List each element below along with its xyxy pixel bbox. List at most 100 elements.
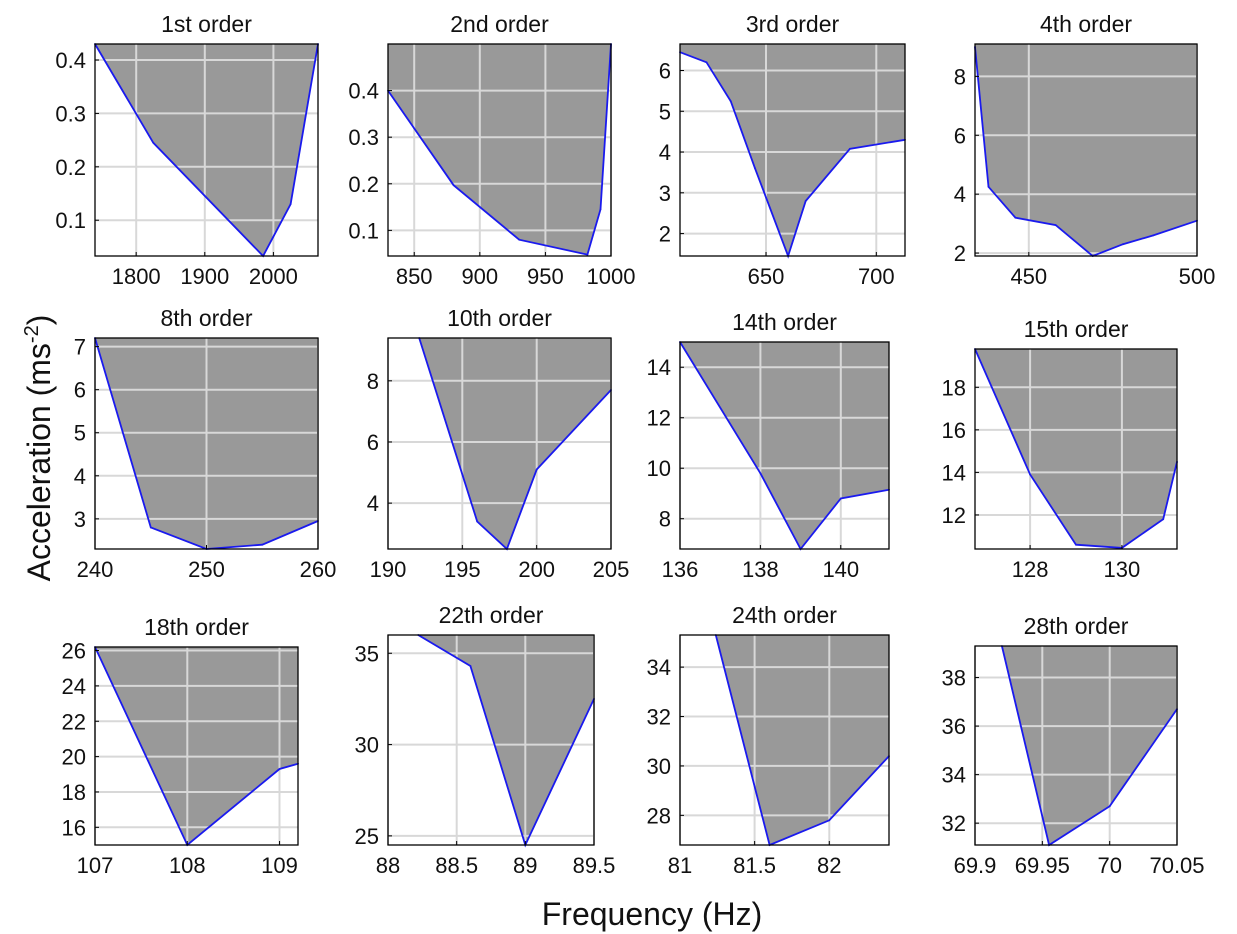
unstable-region-area — [418, 635, 594, 845]
y-tick-label: 2 — [954, 241, 966, 266]
boundary-line — [1001, 645, 1178, 847]
panel-3: 650 700 2 3 4 5 6 3rd order — [659, 11, 906, 289]
panel-9: 107 108 109 16 18 20 22 24 26 18th order — [62, 614, 299, 878]
boundary-line — [974, 46, 1198, 258]
x-tick-label: 69.95 — [1015, 853, 1070, 878]
y-tick-label: 16 — [942, 418, 966, 443]
panel-6: 190 195 200 205 4 6 8 10th order — [367, 305, 630, 582]
y-tick-label: 35 — [355, 641, 379, 666]
y-tick-label: 5 — [659, 99, 671, 124]
axes-frame — [974, 348, 1178, 550]
y-tick-label: 32 — [647, 705, 671, 730]
y-tick-label: 20 — [62, 745, 86, 770]
x-tick-label: 140 — [822, 557, 859, 582]
y-tick-label: 3 — [659, 181, 671, 206]
x-tick-label: 1900 — [180, 264, 229, 289]
x-tick-label: 1800 — [112, 264, 161, 289]
y-tick-label: 25 — [355, 824, 379, 849]
x-tick-label: 88.5 — [435, 853, 478, 878]
y-tick-label: 0.4 — [348, 79, 379, 104]
y-tick-label: 8 — [954, 64, 966, 89]
y-tick-label: 36 — [942, 714, 966, 739]
y-tick-label: 3 — [74, 507, 86, 532]
x-tick-label: 190 — [370, 557, 407, 582]
y-tick-label: 4 — [74, 464, 86, 489]
y-axis-label-main: Acceleration (ms — [21, 343, 57, 581]
panel-title: 28th order — [1024, 613, 1129, 639]
boundary-point — [289, 203, 292, 206]
boundary-point — [452, 184, 455, 187]
x-tick-label: 88 — [376, 853, 400, 878]
y-tick-label: 28 — [647, 803, 671, 828]
axes-frame — [679, 43, 906, 257]
boundary-line — [974, 348, 1178, 549]
x-tick-label: 195 — [444, 557, 481, 582]
y-tick-label: 0.2 — [348, 172, 379, 197]
y-axis-label: Acceleration (ms-2) — [21, 315, 57, 582]
x-tick-label: 138 — [742, 557, 779, 582]
x-tick-label: 205 — [593, 557, 630, 582]
panel-2: 850 900 950 1000 0.1 0.2 0.3 0.4 2nd order — [348, 11, 635, 289]
panel-7: 136 138 140 8 10 12 14 14th order — [647, 309, 890, 582]
boundary-point — [261, 543, 264, 546]
panel-1: 1800 1900 2000 0.1 0.2 0.3 0.4 1st order — [55, 11, 319, 289]
y-tick-label: 12 — [647, 406, 671, 431]
boundary-point — [1162, 518, 1165, 521]
x-tick-label: 200 — [518, 557, 555, 582]
boundary-point — [1054, 224, 1057, 227]
y-tick-label: 0.3 — [348, 125, 379, 150]
boundary-point — [1122, 243, 1124, 246]
boundary-point — [1075, 543, 1077, 546]
y-tick-label: 4 — [367, 491, 379, 516]
axes-frame — [974, 645, 1178, 846]
panel-4: 450 500 2 4 6 8 4th order — [954, 11, 1216, 289]
x-tick-label: 500 — [1179, 264, 1216, 289]
x-tick-label: 82 — [817, 853, 841, 878]
y-tick-label: 14 — [647, 355, 671, 380]
panel-title: 24th order — [732, 602, 837, 628]
panel-5: 240 250 260 3 4 5 6 7 8th order — [74, 305, 337, 582]
y-tick-label: 8 — [659, 507, 671, 532]
panel-title: 3rd order — [746, 11, 840, 37]
axes-frame — [679, 341, 890, 550]
y-tick-label: 4 — [659, 140, 671, 165]
axes-frame — [679, 634, 890, 846]
boundary-point — [987, 185, 990, 188]
boundary-line — [94, 646, 299, 847]
boundary-point — [729, 100, 732, 102]
x-axis-label: Frequency (Hz) — [542, 896, 763, 932]
y-tick-label: 22 — [62, 709, 86, 734]
y-tick-label: 2 — [659, 222, 671, 247]
unstable-region-area — [715, 635, 889, 845]
panel-title: 22th order — [439, 602, 544, 628]
boundary-line — [679, 51, 906, 259]
axes-frame — [974, 43, 1198, 257]
boundary-point — [586, 253, 589, 256]
y-tick-label: 26 — [62, 639, 86, 664]
y-tick-label: 6 — [659, 59, 671, 84]
x-tick-label: 2000 — [249, 264, 298, 289]
x-tick-label: 450 — [1010, 264, 1047, 289]
unstable-region-area — [680, 342, 889, 549]
unstable-region-area — [95, 44, 318, 256]
unstable-region-area — [419, 338, 611, 549]
y-tick-label: 0.1 — [55, 208, 86, 233]
boundary-line — [714, 634, 890, 847]
panel-title: 8th order — [160, 305, 252, 331]
boundary-point — [759, 472, 762, 475]
y-tick-label: 24 — [62, 674, 86, 699]
unstable-region-area — [1001, 646, 1177, 845]
panel-title: 15th order — [1024, 316, 1129, 342]
y-tick-label: 6 — [367, 430, 379, 455]
axes-frame — [387, 43, 612, 257]
x-tick-label: 850 — [396, 264, 433, 289]
unstable-region-area — [680, 44, 905, 256]
x-tick-label: 136 — [662, 557, 699, 582]
y-tick-label: 30 — [647, 754, 671, 779]
boundary-point — [1108, 805, 1111, 808]
boundary-point — [535, 468, 538, 471]
y-tick-label: 6 — [954, 123, 966, 148]
y-tick-label: 32 — [942, 811, 966, 836]
y-tick-label: 0.3 — [55, 101, 86, 126]
